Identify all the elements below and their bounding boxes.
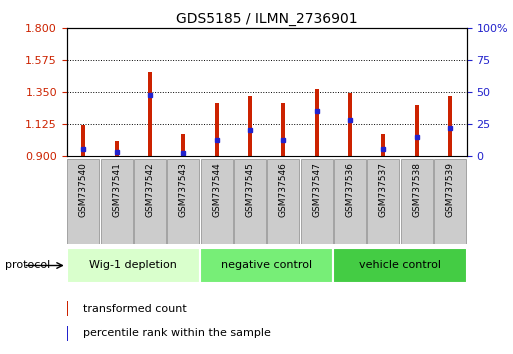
Bar	[301, 159, 333, 244]
Text: negative control: negative control	[221, 261, 312, 270]
Text: GSM737539: GSM737539	[446, 162, 455, 217]
Bar	[367, 159, 400, 244]
Bar	[115, 141, 119, 156]
Bar	[67, 159, 100, 244]
Bar	[134, 159, 166, 244]
Bar	[415, 105, 419, 156]
Text: GSM737546: GSM737546	[279, 162, 288, 217]
Text: GSM737545: GSM737545	[246, 162, 254, 217]
Bar	[67, 248, 200, 283]
Bar	[448, 96, 452, 156]
Bar	[434, 159, 466, 244]
Title: GDS5185 / ILMN_2736901: GDS5185 / ILMN_2736901	[176, 12, 358, 26]
Bar	[167, 159, 200, 244]
Bar	[334, 159, 366, 244]
Text: GSM737544: GSM737544	[212, 162, 221, 217]
Text: transformed count: transformed count	[83, 304, 186, 314]
Bar	[67, 301, 68, 316]
Bar	[148, 72, 152, 156]
Text: GSM737536: GSM737536	[346, 162, 354, 217]
Text: protocol: protocol	[5, 261, 50, 270]
Bar	[182, 134, 185, 156]
Bar	[348, 93, 352, 156]
Bar	[201, 159, 233, 244]
Text: percentile rank within the sample: percentile rank within the sample	[83, 328, 270, 338]
Bar	[382, 134, 385, 156]
Bar	[200, 248, 333, 283]
Bar	[282, 103, 285, 156]
Bar	[234, 159, 266, 244]
Text: GSM737547: GSM737547	[312, 162, 321, 217]
Bar	[215, 103, 219, 156]
Text: Wig-1 depletion: Wig-1 depletion	[89, 261, 177, 270]
Bar	[401, 159, 433, 244]
Bar	[267, 159, 300, 244]
Bar	[248, 96, 252, 156]
Bar	[82, 125, 85, 156]
Text: GSM737538: GSM737538	[412, 162, 421, 217]
Bar	[101, 159, 133, 244]
Text: GSM737540: GSM737540	[79, 162, 88, 217]
Text: GSM737541: GSM737541	[112, 162, 121, 217]
Text: GSM737542: GSM737542	[146, 162, 154, 217]
Bar	[315, 89, 319, 156]
Bar	[333, 248, 467, 283]
Text: GSM737543: GSM737543	[179, 162, 188, 217]
Text: GSM737537: GSM737537	[379, 162, 388, 217]
Text: vehicle control: vehicle control	[359, 261, 441, 270]
Bar	[67, 326, 68, 341]
